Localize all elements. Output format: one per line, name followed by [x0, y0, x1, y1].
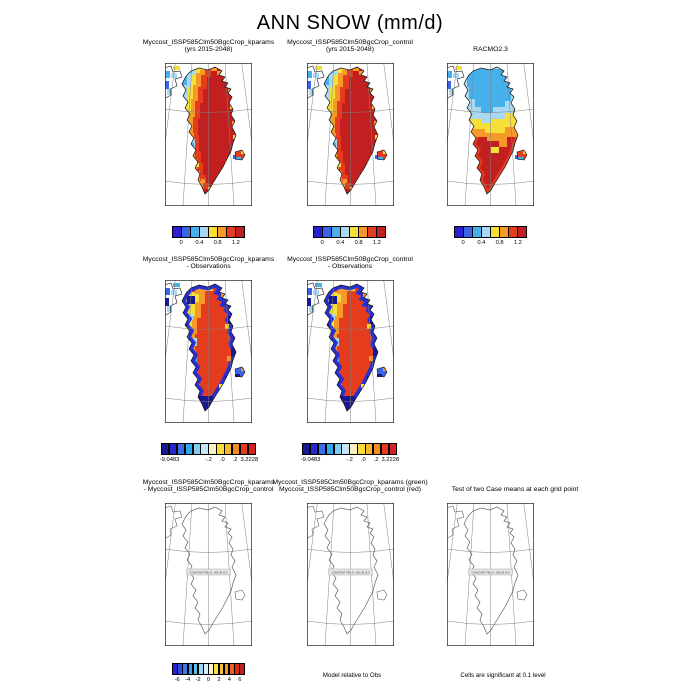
greenland-map: CONSTANT FIELD - VALUE IS 0: [447, 503, 534, 646]
panel-title: Myccost_ISSP585Clm50BgcCrop_kparams - Obs…: [114, 254, 304, 270]
greenland-map: [165, 280, 252, 423]
panel-title: Myccost_ISSP585Clm50BgcCrop_kparams (yrs …: [114, 37, 304, 53]
colorbar-diff-1: -9.0483 -.2 .0 .2 3.2228: [159, 443, 259, 465]
colorbar-tick-label: 4: [227, 677, 231, 683]
panel-title-line: Myccost_ISSP585Clm50BgcCrop_control (red…: [278, 485, 422, 493]
colorbar-tick-label: -9.0483: [300, 457, 321, 463]
colorbar-case-diff: -6 -4 -2 0 2 4 6: [172, 663, 245, 685]
panel-title-line: - Myccost_ISSP585Clm50BgcCrop_control: [143, 485, 274, 493]
greenland-map: [447, 63, 534, 206]
panel-title-line: Myccost_ISSP585Clm50BgcCrop_control: [287, 38, 413, 46]
colorbar-tick-label: 1.2: [372, 240, 381, 246]
colorbar-tick-label: 0: [461, 240, 465, 246]
colorbar-tick-label: 0.4: [195, 240, 204, 246]
panel-title-line: RACMO2.3: [473, 45, 508, 53]
colorbar-cell: [239, 663, 245, 675]
colorbar-mean-3: 0 0.4 0.8 1.2: [454, 226, 527, 248]
colorbar-tick-label: 0.4: [477, 240, 486, 246]
panel-title-line: Myccost_ISSP585Clm50BgcCrop_kparams: [142, 38, 275, 46]
footer-model-relative-note: Model relative to Obs: [322, 672, 382, 679]
colorbar-tick-label: 0.8: [354, 240, 363, 246]
colorbar-tick-label: 1.2: [513, 240, 522, 246]
colorbar-tick-label: 0: [179, 240, 183, 246]
colorbar-tick-labels: 0 0.4 0.8 1.2: [172, 240, 245, 248]
colorbar-tick-label: 2: [217, 677, 221, 683]
panel-title: RACMO2.3: [396, 37, 586, 53]
colorbar-tick-label: 0: [320, 240, 324, 246]
colorbar-tick-label: -9.0483: [159, 457, 180, 463]
colorbar-cells: [172, 226, 245, 238]
colorbar-tick-label: 0: [206, 677, 211, 683]
constant-field-box: [468, 568, 513, 576]
colorbar-cell: [235, 226, 245, 238]
colorbar-cell: [517, 226, 527, 238]
panel-title: Myccost_ISSP585Clm50BgcCrop_kparams - Myc…: [114, 477, 304, 493]
greenland-map: CONSTANT FIELD - VALUE IS 0: [165, 503, 252, 646]
colorbar-cells: [454, 226, 527, 238]
greenland-map: [165, 63, 252, 206]
colorbar-tick-label: 0.4: [336, 240, 345, 246]
colorbar-cells: [172, 663, 245, 675]
colorbar-tick-label: -.2: [205, 457, 212, 463]
panel-title: Test of two Case means at each grid poin…: [420, 477, 610, 493]
colorbar-tick-label: 3.2228: [381, 457, 400, 463]
constant-field-label: CONSTANT FIELD - VALUE IS 0: [189, 570, 228, 574]
panel-title-line: - Observations: [186, 262, 231, 270]
colorbar-tick-label: 6: [238, 677, 242, 683]
colorbar-mean-2: 0 0.4 0.8 1.2: [313, 226, 386, 248]
colorbar-tick-labels: -9.0483 -.2 .0 .2 3.2228: [300, 457, 400, 465]
greenland-map: [306, 280, 394, 423]
constant-field-box: [327, 568, 373, 576]
page-title: ANN SNOW (mm/d): [256, 12, 444, 34]
colorbar-tick-label: .0: [219, 457, 225, 463]
colorbar-cell: [376, 226, 386, 238]
colorbar-diff-2: -9.0483 -.2 .0 .2 3.2228: [300, 443, 400, 465]
panel-title: Myccost_ISSP585Clm50BgcCrop_control (yrs …: [255, 37, 445, 53]
panel-title: Myccost_ISSP585Clm50BgcCrop_kparams (gre…: [255, 477, 445, 493]
colorbar-cells: [302, 443, 398, 455]
panel-title-line: (yrs 2015-2048): [184, 45, 233, 53]
colorbar-cell: [388, 443, 398, 455]
colorbar-tick-label: .0: [360, 457, 366, 463]
colorbar-tick-label: -4: [185, 677, 191, 683]
colorbar-tick-label: 3.2228: [240, 457, 259, 463]
panel-title-line: Myccost_ISSP585Clm50BgcCrop_kparams: [142, 255, 275, 263]
colorbar-tick-label: 0.8: [213, 240, 222, 246]
panel-title-line: - Observations: [327, 262, 373, 270]
colorbar-tick-label: 1.2: [231, 240, 240, 246]
colorbar-tick-label: -6: [174, 677, 180, 683]
colorbar-tick-label: 0.8: [495, 240, 504, 246]
colorbar-tick-label: -.2: [346, 457, 353, 463]
panel-title-line: (yrs 2015-2048): [326, 45, 374, 53]
footer-significance-note: Cells are significant at 0.1 level: [460, 672, 546, 679]
panel-title-line: Test of two Case means at each grid poin…: [451, 485, 579, 493]
colorbar-tick-label: .2: [373, 457, 379, 463]
panel-title: Myccost_ISSP585Clm50BgcCrop_control - Obs…: [255, 254, 445, 270]
panel-title-line: Myccost_ISSP585Clm50BgcCrop_kparams: [142, 478, 275, 486]
colorbar-tick-labels: -9.0483 -.2 .0 .2 3.2228: [159, 457, 259, 465]
colorbar-cells: [313, 226, 386, 238]
colorbar-tick-labels: 0 0.4 0.8 1.2: [454, 240, 527, 248]
constant-field-label: CONSTANT FIELD - VALUE IS 0: [331, 570, 370, 574]
constant-field-label: CONSTANT FIELD - VALUE IS 0: [471, 570, 510, 574]
colorbar-cells: [161, 443, 257, 455]
panel-title-line: Myccost_ISSP585Clm50BgcCrop_kparams (gre…: [272, 478, 428, 486]
colorbar-tick-label: .2: [232, 457, 238, 463]
greenland-map: CONSTANT FIELD - VALUE IS 0: [306, 503, 394, 646]
colorbar-mean-1: 0 0.4 0.8 1.2: [172, 226, 245, 248]
colorbar-cell: [247, 443, 257, 455]
colorbar-tick-labels: 0 0.4 0.8 1.2: [313, 240, 386, 248]
panel-title-line: Myccost_ISSP585Clm50BgcCrop_control: [287, 255, 413, 263]
colorbar-tick-label: -2: [195, 677, 201, 683]
greenland-map: [306, 63, 394, 206]
constant-field-box: [186, 568, 231, 576]
colorbar-tick-labels: -6 -4 -2 0 2 4 6: [172, 677, 245, 685]
